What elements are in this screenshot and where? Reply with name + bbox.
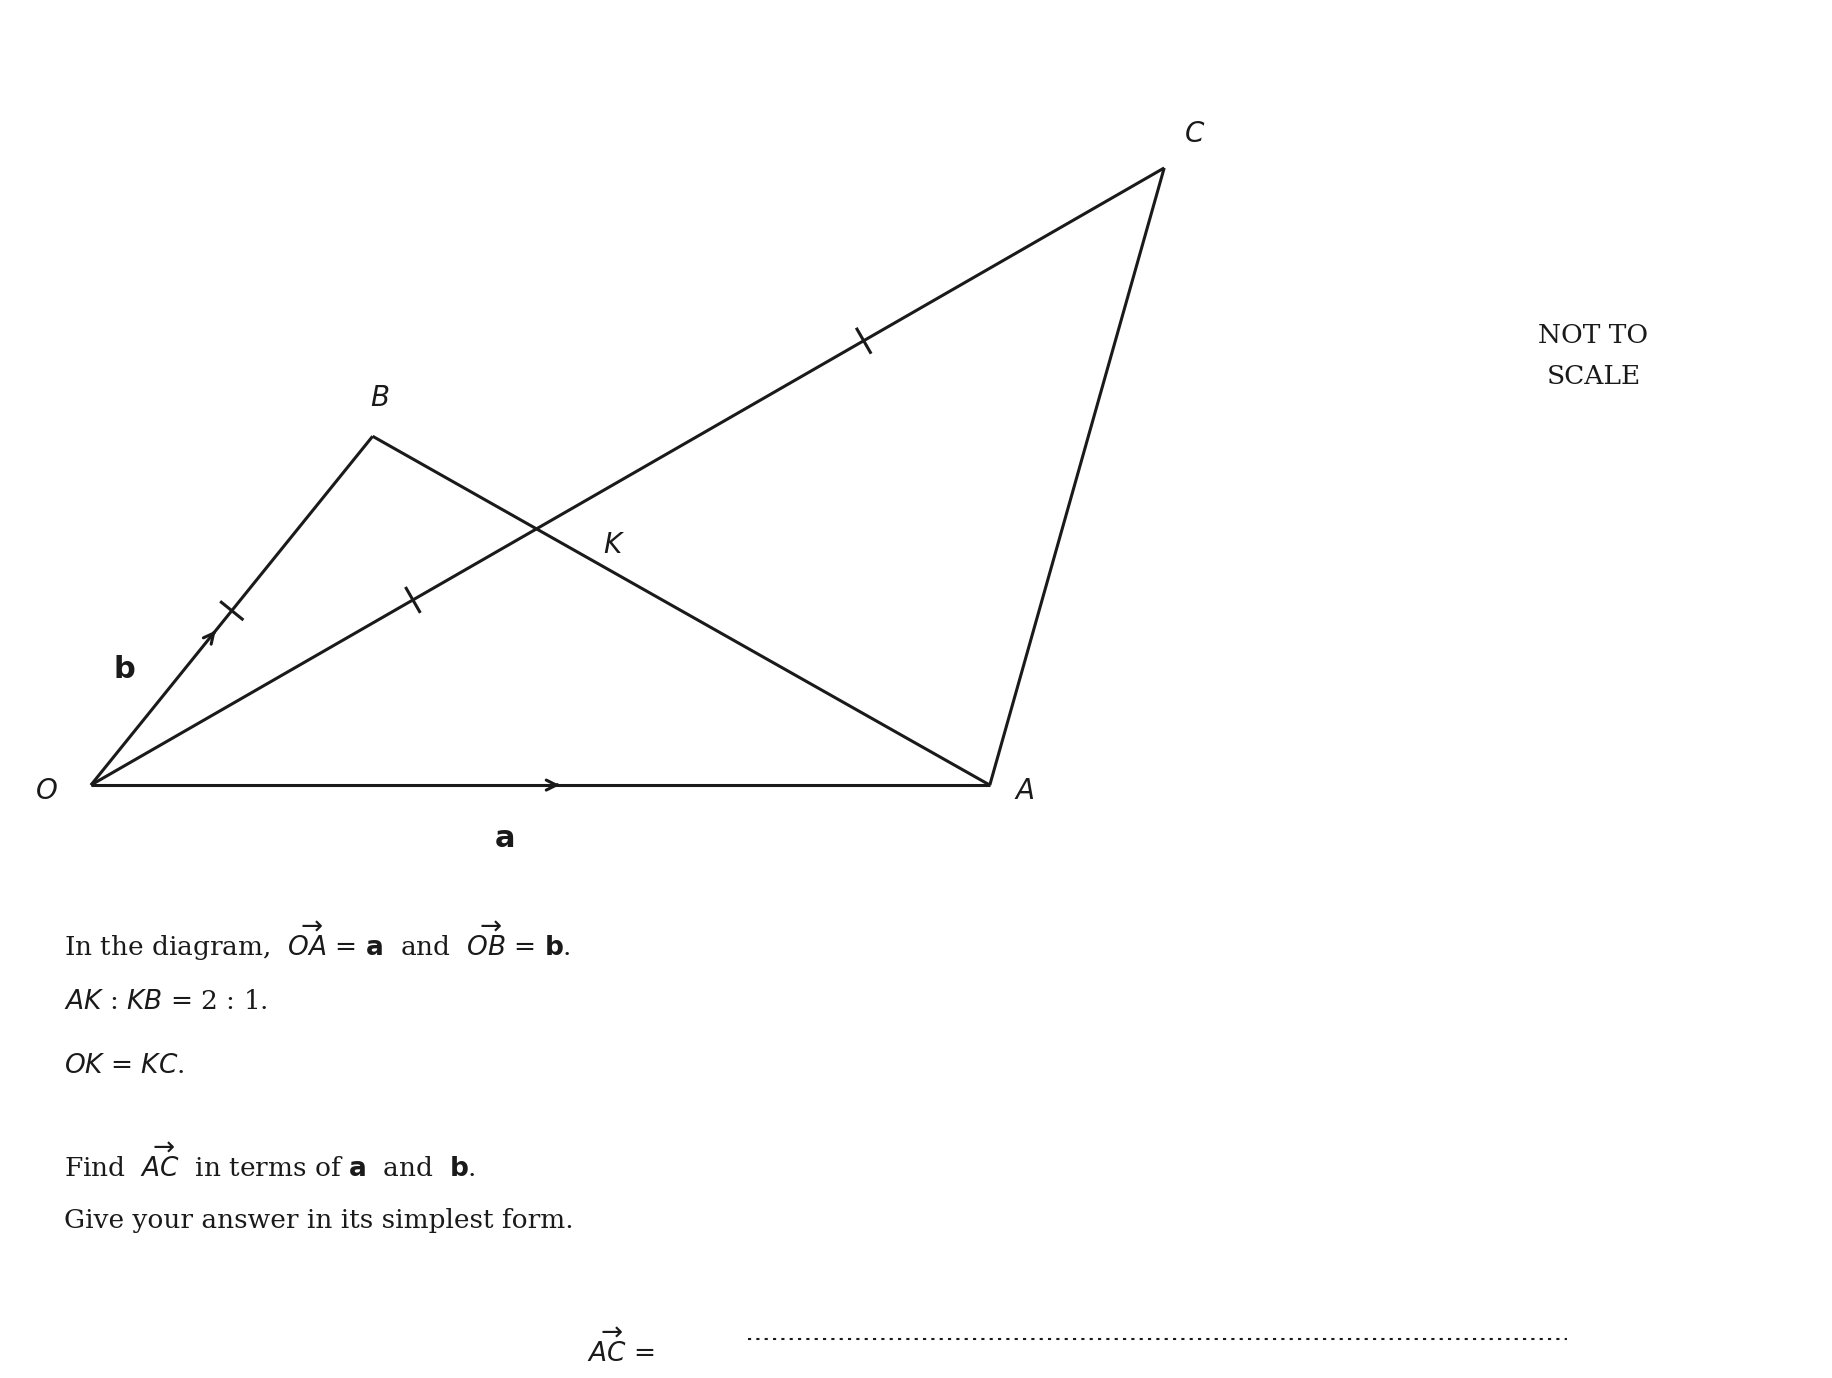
Text: Find  $\overrightarrow{AC}$  in terms of $\mathbf{a}$  and  $\mathbf{b}$.: Find $\overrightarrow{AC}$ in terms of $… <box>64 1144 476 1182</box>
Text: Give your answer in its simplest form.: Give your answer in its simplest form. <box>64 1207 573 1233</box>
Text: NOT TO
SCALE: NOT TO SCALE <box>1539 322 1649 389</box>
Text: $\mathbf{b}$: $\mathbf{b}$ <box>114 655 136 685</box>
Text: $\mathit{OK}$ = $\mathit{KC}$.: $\mathit{OK}$ = $\mathit{KC}$. <box>64 1053 185 1079</box>
Text: $C$: $C$ <box>1183 121 1205 147</box>
Text: $B$: $B$ <box>370 384 388 412</box>
Text: $\mathbf{a}$: $\mathbf{a}$ <box>495 823 515 853</box>
Text: $A$: $A$ <box>1013 779 1035 805</box>
Text: $O$: $O$ <box>35 779 57 805</box>
Text: $K$: $K$ <box>603 532 625 559</box>
Text: In the diagram,  $\overrightarrow{OA}$ = $\mathbf{a}$  and  $\overrightarrow{OB}: In the diagram, $\overrightarrow{OA}$ = … <box>64 919 572 963</box>
Text: $\mathit{AK}$ : $\mathit{KB}$ = 2 : 1.: $\mathit{AK}$ : $\mathit{KB}$ = 2 : 1. <box>64 989 267 1014</box>
Text: $\overrightarrow{AC}$ =: $\overrightarrow{AC}$ = <box>588 1328 654 1367</box>
